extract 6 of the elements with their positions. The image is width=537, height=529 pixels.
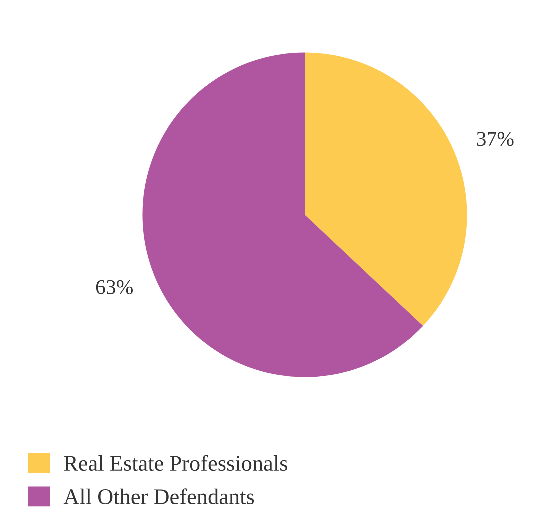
legend-label: All Other Defendants [64,488,254,504]
data-label: 37% [477,132,514,146]
legend-label: Real Estate Professionals [64,455,288,472]
data-label: 63% [96,280,134,294]
pie-slice [305,52,468,326]
pie-slice [142,52,424,378]
